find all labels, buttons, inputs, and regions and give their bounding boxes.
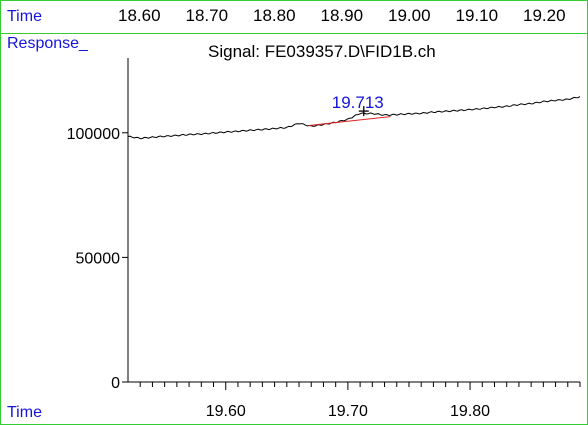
signal-trace (127, 96, 581, 140)
top-tick-label: 18.70 (185, 6, 229, 25)
top-tick-label: 19.00 (388, 6, 431, 25)
header-separator (0, 33, 588, 34)
chart-title: Signal: FE039357.D\FID1B.ch (208, 42, 436, 61)
response-axis-label: Response_ (7, 35, 88, 52)
x-tick-label: 19.80 (450, 403, 490, 420)
peak-label: 19.713 (332, 93, 384, 112)
top-tick-label: 19.10 (455, 6, 499, 25)
top-tick-label: 19.20 (523, 6, 566, 25)
x-tick-label: 19.60 (206, 403, 246, 420)
peak-baseline (308, 116, 391, 127)
top-tick-label: 18.90 (320, 6, 364, 25)
top-tick-label: 18.60 (118, 6, 161, 25)
header-time-label: Time (7, 8, 42, 25)
y-tick-label: 0 (111, 375, 120, 392)
x-tick-label: 19.70 (328, 403, 368, 420)
y-tick-label: 50000 (76, 250, 121, 267)
x-axis-label: Time (7, 404, 42, 421)
top-tick-label: 18.80 (253, 6, 296, 25)
y-tick-label: 100000 (67, 126, 120, 143)
